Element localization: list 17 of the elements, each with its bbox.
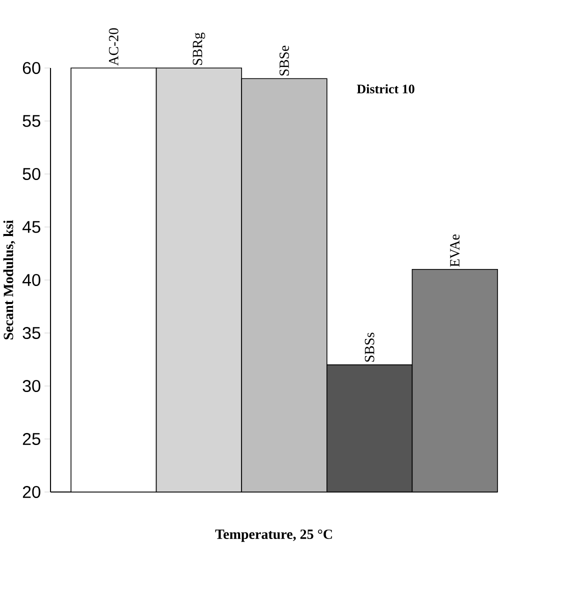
y-tick-label: 35 bbox=[22, 326, 40, 340]
x-tick-label: AC-20 bbox=[109, 28, 119, 66]
y-tick-label: 60 bbox=[23, 62, 40, 74]
y-tick-label: 55 bbox=[22, 115, 40, 127]
y-tick-label: 40 bbox=[22, 274, 40, 286]
y-tick-label: 25 bbox=[23, 432, 40, 446]
x-axis-title: Temperature, 25 °C bbox=[215, 530, 332, 542]
y-axis-title: Secant Modulus, ksi bbox=[3, 220, 16, 340]
y-tick-label: 45 bbox=[22, 221, 40, 233]
x-tick-label: SBSe bbox=[280, 46, 290, 76]
y-tick-label: 20 bbox=[23, 486, 40, 498]
y-tick-label: 30 bbox=[22, 380, 40, 392]
y-tick-label: 50 bbox=[22, 168, 40, 180]
annotation: District 10 bbox=[357, 84, 415, 94]
x-tick-label: SBRg bbox=[192, 32, 206, 65]
x-tick-label: EVAe bbox=[450, 234, 460, 267]
x-tick-label: SBSs bbox=[365, 332, 374, 362]
